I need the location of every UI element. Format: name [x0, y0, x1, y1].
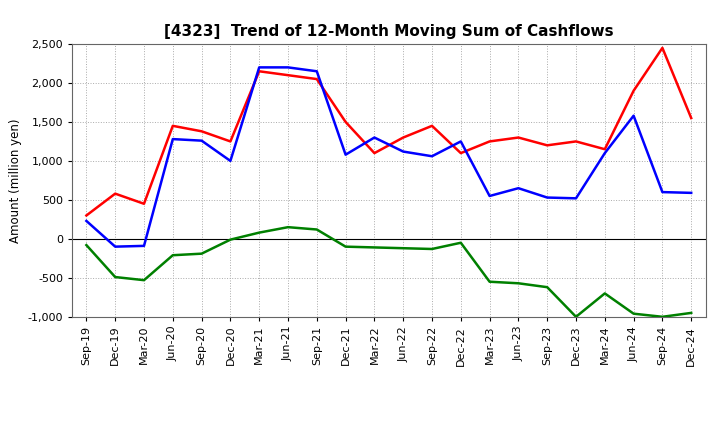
- Investing Cashflow: [255, 230, 264, 235]
- Investing Cashflow: [485, 279, 494, 284]
- Operating Cashflow: [111, 191, 120, 196]
- Investing Cashflow: [82, 242, 91, 248]
- Free Cashflow: [197, 138, 206, 143]
- Line: Free Cashflow: Free Cashflow: [86, 67, 691, 247]
- Free Cashflow: [629, 113, 638, 118]
- Investing Cashflow: [168, 253, 177, 258]
- Investing Cashflow: [543, 285, 552, 290]
- Investing Cashflow: [399, 246, 408, 251]
- Free Cashflow: [543, 195, 552, 200]
- Operating Cashflow: [168, 123, 177, 128]
- Operating Cashflow: [572, 139, 580, 144]
- Operating Cashflow: [284, 73, 292, 78]
- Free Cashflow: [255, 65, 264, 70]
- Line: Operating Cashflow: Operating Cashflow: [86, 48, 691, 216]
- Operating Cashflow: [514, 135, 523, 140]
- Investing Cashflow: [428, 246, 436, 252]
- Operating Cashflow: [658, 45, 667, 51]
- Investing Cashflow: [456, 240, 465, 246]
- Free Cashflow: [111, 244, 120, 249]
- Investing Cashflow: [629, 311, 638, 316]
- Investing Cashflow: [111, 275, 120, 280]
- Operating Cashflow: [82, 213, 91, 218]
- Free Cashflow: [284, 65, 292, 70]
- Free Cashflow: [572, 196, 580, 201]
- Operating Cashflow: [312, 77, 321, 82]
- Operating Cashflow: [600, 147, 609, 152]
- Free Cashflow: [82, 218, 91, 224]
- Investing Cashflow: [341, 244, 350, 249]
- Investing Cashflow: [284, 224, 292, 230]
- Investing Cashflow: [370, 245, 379, 250]
- Operating Cashflow: [543, 143, 552, 148]
- Free Cashflow: [312, 69, 321, 74]
- Free Cashflow: [456, 139, 465, 144]
- Investing Cashflow: [197, 251, 206, 257]
- Investing Cashflow: [226, 237, 235, 242]
- Operating Cashflow: [341, 119, 350, 125]
- Free Cashflow: [399, 149, 408, 154]
- Free Cashflow: [226, 158, 235, 164]
- Investing Cashflow: [658, 314, 667, 319]
- Line: Investing Cashflow: Investing Cashflow: [86, 227, 691, 317]
- Operating Cashflow: [140, 201, 148, 206]
- Free Cashflow: [168, 136, 177, 142]
- Title: [4323]  Trend of 12-Month Moving Sum of Cashflows: [4323] Trend of 12-Month Moving Sum of C…: [164, 24, 613, 39]
- Operating Cashflow: [428, 123, 436, 128]
- Free Cashflow: [600, 150, 609, 156]
- Investing Cashflow: [514, 281, 523, 286]
- Operating Cashflow: [456, 150, 465, 156]
- Free Cashflow: [341, 152, 350, 158]
- Y-axis label: Amount (million yen): Amount (million yen): [9, 118, 22, 242]
- Investing Cashflow: [140, 278, 148, 283]
- Operating Cashflow: [255, 69, 264, 74]
- Operating Cashflow: [399, 135, 408, 140]
- Free Cashflow: [687, 190, 696, 195]
- Free Cashflow: [370, 135, 379, 140]
- Investing Cashflow: [312, 227, 321, 232]
- Investing Cashflow: [572, 314, 580, 319]
- Investing Cashflow: [600, 291, 609, 296]
- Operating Cashflow: [687, 115, 696, 121]
- Operating Cashflow: [197, 128, 206, 134]
- Free Cashflow: [485, 193, 494, 198]
- Operating Cashflow: [485, 139, 494, 144]
- Free Cashflow: [428, 154, 436, 159]
- Operating Cashflow: [226, 139, 235, 144]
- Operating Cashflow: [629, 88, 638, 93]
- Investing Cashflow: [687, 310, 696, 315]
- Free Cashflow: [658, 190, 667, 195]
- Free Cashflow: [514, 186, 523, 191]
- Operating Cashflow: [370, 150, 379, 156]
- Free Cashflow: [140, 243, 148, 249]
